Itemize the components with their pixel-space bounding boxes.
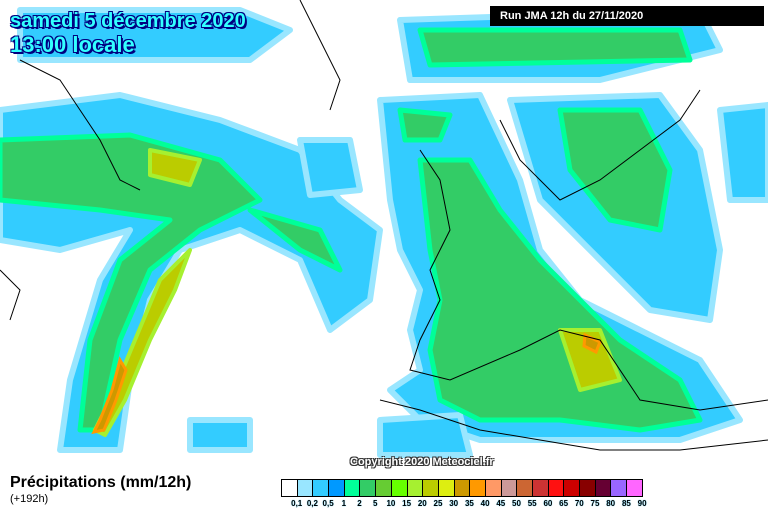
legend-label: 40 xyxy=(480,499,490,508)
legend-swatch xyxy=(595,480,612,496)
legend-swatch xyxy=(454,480,471,496)
legend-label: 0,1 xyxy=(291,499,303,508)
coastlines xyxy=(0,0,768,451)
legend-label: 30 xyxy=(449,499,459,508)
legend-swatch xyxy=(438,480,455,496)
legend-swatch xyxy=(407,480,424,496)
legend-swatch xyxy=(548,480,565,496)
forecast-hour: (+192h) xyxy=(10,493,49,505)
legend-swatch xyxy=(360,480,377,496)
legend-swatch xyxy=(501,480,518,496)
forecast-date: samedi 5 décembre 2020 xyxy=(10,10,246,32)
legend-label: 85 xyxy=(621,499,631,508)
legend-swatch xyxy=(423,480,439,496)
legend-title: Précipitations (mm/12h) xyxy=(10,474,192,491)
legend-label: 0,5 xyxy=(322,499,334,508)
legend-swatch xyxy=(580,480,596,496)
legend-label: 80 xyxy=(606,499,616,508)
legend-swatch xyxy=(627,480,642,496)
legend-label: 75 xyxy=(590,499,600,508)
legend-swatch xyxy=(329,480,345,496)
legend-swatch xyxy=(282,480,298,496)
copyright: Copyright 2020 Meteociel.fr xyxy=(350,456,494,468)
legend-label: 0,2 xyxy=(306,499,318,508)
legend-label: 70 xyxy=(574,499,584,508)
legend-label: 65 xyxy=(559,499,569,508)
legend-label: 20 xyxy=(417,499,427,508)
legend-swatch xyxy=(533,480,549,496)
legend-label: 60 xyxy=(543,499,553,508)
legend-swatch xyxy=(297,480,314,496)
legend-swatch xyxy=(376,480,392,496)
legend-swatch xyxy=(313,480,330,496)
legend-label: 2 xyxy=(357,499,362,508)
forecast-time: 13:00 locale xyxy=(10,32,135,57)
model-run-label: Run JMA 12h du 27/11/2020 xyxy=(490,6,764,26)
legend-swatch xyxy=(485,480,502,496)
color-scale-labels: 0,1 0,2 0,5 1 2 5 10 15 20 25 30 35 40 45 50 55 60 65 70 75… xyxy=(281,499,646,511)
precip-orange xyxy=(91,332,602,435)
legend-swatch xyxy=(611,480,628,496)
legend-label: 15 xyxy=(402,499,412,508)
legend-label: 1 xyxy=(341,499,347,508)
legend-swatch xyxy=(344,480,361,496)
legend-swatch xyxy=(564,480,581,496)
legend-swatch xyxy=(470,480,486,496)
color-scale-legend xyxy=(281,479,643,497)
legend-label: 90 xyxy=(637,499,647,508)
legend-swatch xyxy=(391,480,408,496)
precipitation-map xyxy=(0,0,768,458)
legend-swatch xyxy=(517,480,533,496)
legend-label: 25 xyxy=(433,499,443,508)
legend-label: 55 xyxy=(527,499,537,508)
legend-label: 50 xyxy=(512,499,521,508)
legend-label: 35 xyxy=(464,499,474,508)
legend-label: 5 xyxy=(372,499,378,508)
legend-label: 45 xyxy=(496,499,506,508)
legend-label: 10 xyxy=(386,499,396,508)
